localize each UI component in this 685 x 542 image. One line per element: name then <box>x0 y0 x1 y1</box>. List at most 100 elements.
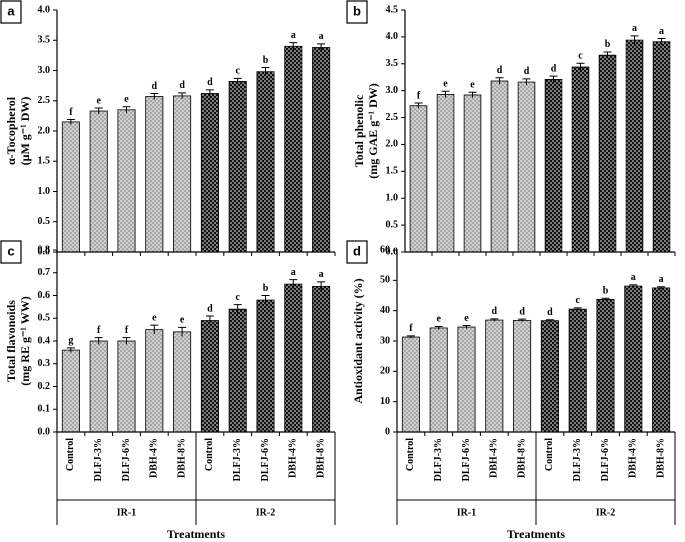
significance-letter: a <box>632 23 637 34</box>
y-axis-label: (mg GAE g⁻¹ DW) <box>366 83 380 179</box>
error-bar <box>205 89 214 98</box>
bar <box>517 81 536 253</box>
error-bar <box>317 43 326 52</box>
x-tick-label: DBH-4% <box>489 438 500 478</box>
bar <box>61 349 80 433</box>
error-bar <box>573 307 582 311</box>
bar <box>409 105 428 253</box>
bar <box>173 331 192 433</box>
error-bar <box>657 38 666 45</box>
x-tick-label: DBH-4% <box>149 438 160 478</box>
error-bar <box>261 66 270 76</box>
significance-letter: d <box>207 303 213 314</box>
x-tick-label: DLFJ-3% <box>232 438 243 481</box>
error-bar <box>66 347 75 353</box>
bar <box>117 109 136 253</box>
y-tick-label: 0.5 <box>386 219 399 230</box>
bar <box>200 93 219 253</box>
bar <box>463 94 482 253</box>
panel-label: c <box>7 243 14 258</box>
bar <box>145 96 164 253</box>
significance-letter: a <box>631 272 636 283</box>
bar <box>228 80 247 253</box>
error-bar <box>630 35 639 45</box>
error-bar <box>261 295 270 305</box>
y-tick-label: 50 <box>380 275 390 286</box>
significance-letter: c <box>235 66 240 77</box>
error-bar <box>545 319 554 322</box>
y-tick-label: 0.4 <box>38 335 51 346</box>
bar <box>457 326 476 433</box>
bar <box>652 287 671 433</box>
y-tick-label: 0.8 <box>38 244 51 255</box>
y-tick-label: 4.5 <box>386 4 399 15</box>
error-bar <box>468 91 477 98</box>
panel-label-box <box>346 240 368 264</box>
significance-letter: a <box>319 269 324 280</box>
bar <box>401 336 420 433</box>
error-bar <box>289 42 298 50</box>
bar <box>256 71 275 253</box>
x-axis-label: Treatments <box>507 527 566 541</box>
bar <box>513 319 532 433</box>
error-bar <box>205 315 214 326</box>
panel-label: d <box>353 243 361 258</box>
x-tick-label: DLFJ-6% <box>461 438 472 481</box>
significance-letter: d <box>179 80 185 91</box>
y-tick-label: 2.0 <box>386 139 399 150</box>
significance-letter: d <box>524 66 530 77</box>
error-bar <box>549 75 558 83</box>
panel-label-box <box>0 0 22 24</box>
panel-label: b <box>353 3 361 18</box>
bar <box>625 39 644 253</box>
bar <box>540 320 559 433</box>
error-bar <box>122 337 131 345</box>
error-bar <box>178 92 187 99</box>
bar <box>652 41 671 253</box>
bar <box>312 47 331 253</box>
bar <box>436 94 455 253</box>
y-tick-label: 0.0 <box>386 246 399 257</box>
bar <box>200 320 219 433</box>
x-tick-label: DLFJ-6% <box>260 438 271 481</box>
y-tick-label: 0.0 <box>38 246 51 257</box>
error-bar <box>289 279 298 289</box>
bar <box>571 66 590 253</box>
group-label: IR-1 <box>117 507 136 518</box>
bar <box>284 283 303 433</box>
significance-letter: d <box>152 81 158 92</box>
significance-letter: e <box>443 79 448 90</box>
y-tick-label: 2.0 <box>38 125 51 136</box>
significance-letter: c <box>575 295 580 306</box>
significance-letter: f <box>125 325 129 336</box>
significance-letter: b <box>263 55 269 66</box>
bar <box>61 121 80 253</box>
x-tick-label: DLFJ-3% <box>93 438 104 481</box>
error-bar <box>629 284 638 288</box>
panel-label-box <box>0 240 22 264</box>
significance-letter: d <box>547 307 553 318</box>
group-label: IR-2 <box>256 507 275 518</box>
y-axis-label: Antioxidant activity (%) <box>351 278 365 403</box>
significance-letter: e <box>436 314 441 325</box>
significance-letter: d <box>519 306 525 317</box>
y-tick-label: 0.0 <box>38 426 51 437</box>
y-tick-label: 0.6 <box>38 290 51 301</box>
error-bar <box>178 326 187 337</box>
error-bar <box>495 77 504 85</box>
group-label: IR-1 <box>457 507 476 518</box>
error-bar <box>122 106 131 113</box>
y-tick-label: 30 <box>380 335 390 346</box>
x-tick-label: DLFJ-6% <box>121 438 132 481</box>
x-tick-label: Control <box>544 438 555 471</box>
significance-letter: c <box>235 292 240 303</box>
y-tick-label: 0.1 <box>38 404 51 415</box>
error-bar <box>150 324 159 335</box>
y-tick-label: 3.5 <box>386 58 399 69</box>
y-tick-label: 10 <box>380 396 390 407</box>
y-axis-label: Total flavonoids <box>4 300 18 382</box>
bar <box>228 308 247 433</box>
bar <box>256 299 275 433</box>
error-bar <box>434 325 443 330</box>
